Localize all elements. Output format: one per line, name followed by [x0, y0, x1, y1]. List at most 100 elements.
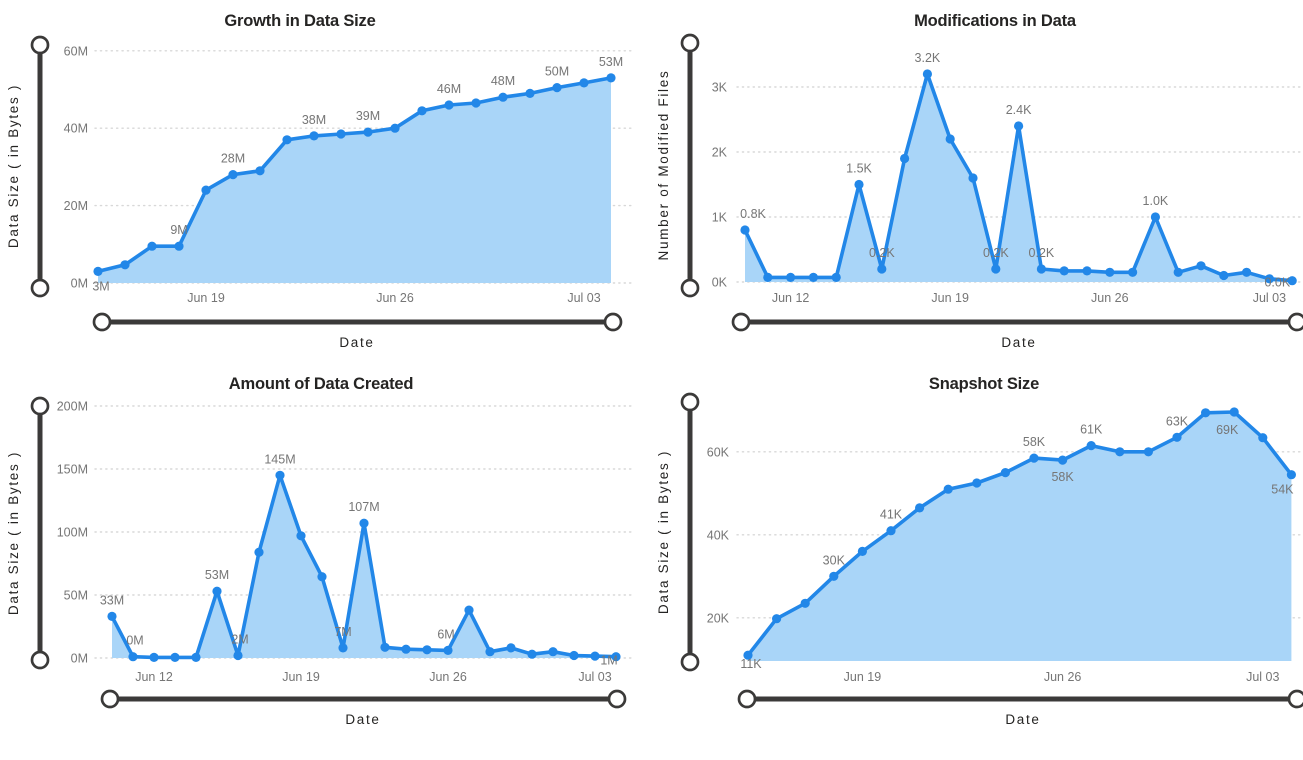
data-point-marker[interactable]	[444, 100, 454, 110]
data-point-marker[interactable]	[275, 470, 285, 480]
data-point-marker[interactable]	[548, 647, 558, 657]
data-point-marker[interactable]	[1173, 267, 1183, 277]
y-axis-range-slider[interactable]	[30, 35, 50, 298]
data-point-marker[interactable]	[201, 185, 211, 195]
data-point-marker[interactable]	[1014, 121, 1024, 131]
slider-handle-left[interactable]	[92, 312, 112, 332]
data-point-marker[interactable]	[170, 652, 180, 663]
slider-handle-right[interactable]	[603, 312, 623, 332]
data-point-marker[interactable]	[1082, 266, 1092, 276]
data-point-marker[interactable]	[191, 652, 201, 663]
data-point-marker[interactable]	[527, 649, 537, 659]
data-point-marker[interactable]	[1058, 455, 1068, 465]
data-point-marker[interactable]	[149, 652, 159, 663]
data-point-marker[interactable]	[1219, 270, 1229, 281]
data-point-marker[interactable]	[228, 170, 238, 180]
data-point-marker[interactable]	[485, 647, 495, 657]
data-point-marker[interactable]	[968, 173, 978, 183]
data-point-marker[interactable]	[800, 598, 810, 608]
data-point-marker[interactable]	[1115, 447, 1125, 457]
data-point-marker[interactable]	[443, 645, 453, 656]
data-point-marker[interactable]	[854, 179, 864, 190]
data-point-marker[interactable]	[877, 264, 887, 274]
data-point-marker[interactable]	[569, 650, 579, 661]
x-axis-range-slider[interactable]	[737, 689, 1303, 709]
slider-handle-top[interactable]	[680, 33, 700, 53]
data-point-marker[interactable]	[1229, 407, 1239, 417]
data-point-marker[interactable]	[1172, 432, 1182, 442]
slider-handle-left[interactable]	[737, 689, 757, 709]
slider-handle-right[interactable]	[1287, 689, 1303, 709]
data-point-marker[interactable]	[338, 643, 348, 653]
data-point-marker[interactable]	[579, 78, 589, 88]
data-point-marker[interactable]	[147, 241, 157, 251]
y-axis-range-slider[interactable]	[30, 396, 50, 670]
data-point-marker[interactable]	[1128, 267, 1138, 277]
data-point-marker[interactable]	[506, 643, 516, 653]
data-point-marker[interactable]	[422, 645, 432, 655]
data-point-marker[interactable]	[743, 650, 753, 660]
data-point-marker[interactable]	[829, 571, 839, 581]
data-point-marker[interactable]	[1143, 447, 1153, 457]
data-point-marker[interactable]	[120, 260, 130, 270]
data-point-marker[interactable]	[107, 611, 117, 622]
data-point-marker[interactable]	[390, 123, 400, 133]
data-point-marker[interactable]	[1196, 261, 1206, 271]
data-point-marker[interactable]	[174, 241, 184, 251]
slider-handle-bottom[interactable]	[680, 278, 700, 298]
slider-handle-bottom[interactable]	[30, 650, 50, 670]
data-point-marker[interactable]	[763, 272, 773, 282]
data-point-marker[interactable]	[786, 272, 796, 282]
data-point-marker[interactable]	[471, 98, 481, 108]
data-point-marker[interactable]	[606, 73, 616, 83]
data-point-marker[interactable]	[498, 92, 508, 102]
y-axis-range-slider[interactable]	[680, 33, 700, 298]
slider-handle-top[interactable]	[30, 396, 50, 416]
data-point-marker[interactable]	[1029, 453, 1039, 463]
data-point-marker[interactable]	[1105, 267, 1115, 277]
data-point-marker[interactable]	[915, 503, 925, 513]
x-axis-range-slider[interactable]	[100, 689, 627, 709]
data-point-marker[interactable]	[233, 650, 243, 661]
slider-handle-bottom[interactable]	[680, 652, 700, 672]
data-point-marker[interactable]	[1059, 266, 1069, 276]
slider-handle-top[interactable]	[680, 392, 700, 412]
data-point-marker[interactable]	[1086, 441, 1096, 451]
slider-handle-left[interactable]	[731, 312, 751, 332]
data-point-marker[interactable]	[525, 88, 535, 98]
data-point-marker[interactable]	[1286, 470, 1296, 480]
slider-handle-right[interactable]	[607, 689, 627, 709]
data-point-marker[interactable]	[401, 644, 411, 654]
data-point-marker[interactable]	[282, 135, 292, 145]
data-point-marker[interactable]	[254, 547, 264, 557]
data-point-marker[interactable]	[886, 526, 896, 536]
data-point-marker[interactable]	[945, 134, 955, 144]
data-point-marker[interactable]	[740, 225, 750, 235]
data-point-marker[interactable]	[1000, 468, 1011, 478]
x-axis-range-slider[interactable]	[92, 312, 623, 332]
data-point-marker[interactable]	[922, 69, 933, 79]
data-point-marker[interactable]	[611, 652, 621, 662]
x-axis-range-slider[interactable]	[731, 312, 1303, 332]
data-point-marker[interactable]	[1287, 276, 1297, 286]
data-point-marker[interactable]	[831, 272, 841, 282]
data-point-marker[interactable]	[772, 614, 782, 624]
data-point-marker[interactable]	[991, 264, 1001, 274]
slider-handle-bottom[interactable]	[30, 278, 50, 298]
data-point-marker[interactable]	[1150, 212, 1160, 222]
data-point-marker[interactable]	[309, 131, 319, 141]
data-point-marker[interactable]	[943, 484, 953, 494]
data-point-marker[interactable]	[380, 642, 390, 652]
data-point-marker[interactable]	[93, 266, 103, 276]
data-point-marker[interactable]	[212, 586, 222, 596]
data-point-marker[interactable]	[1242, 267, 1252, 277]
data-point-marker[interactable]	[363, 127, 373, 137]
data-point-marker[interactable]	[900, 153, 910, 164]
data-point-marker[interactable]	[1201, 408, 1211, 418]
data-point-marker[interactable]	[808, 272, 819, 282]
y-axis-range-slider[interactable]	[680, 392, 700, 672]
data-point-marker[interactable]	[317, 572, 327, 582]
data-point-marker[interactable]	[255, 166, 265, 176]
data-point-marker[interactable]	[1036, 264, 1046, 274]
slider-handle-top[interactable]	[30, 35, 50, 55]
